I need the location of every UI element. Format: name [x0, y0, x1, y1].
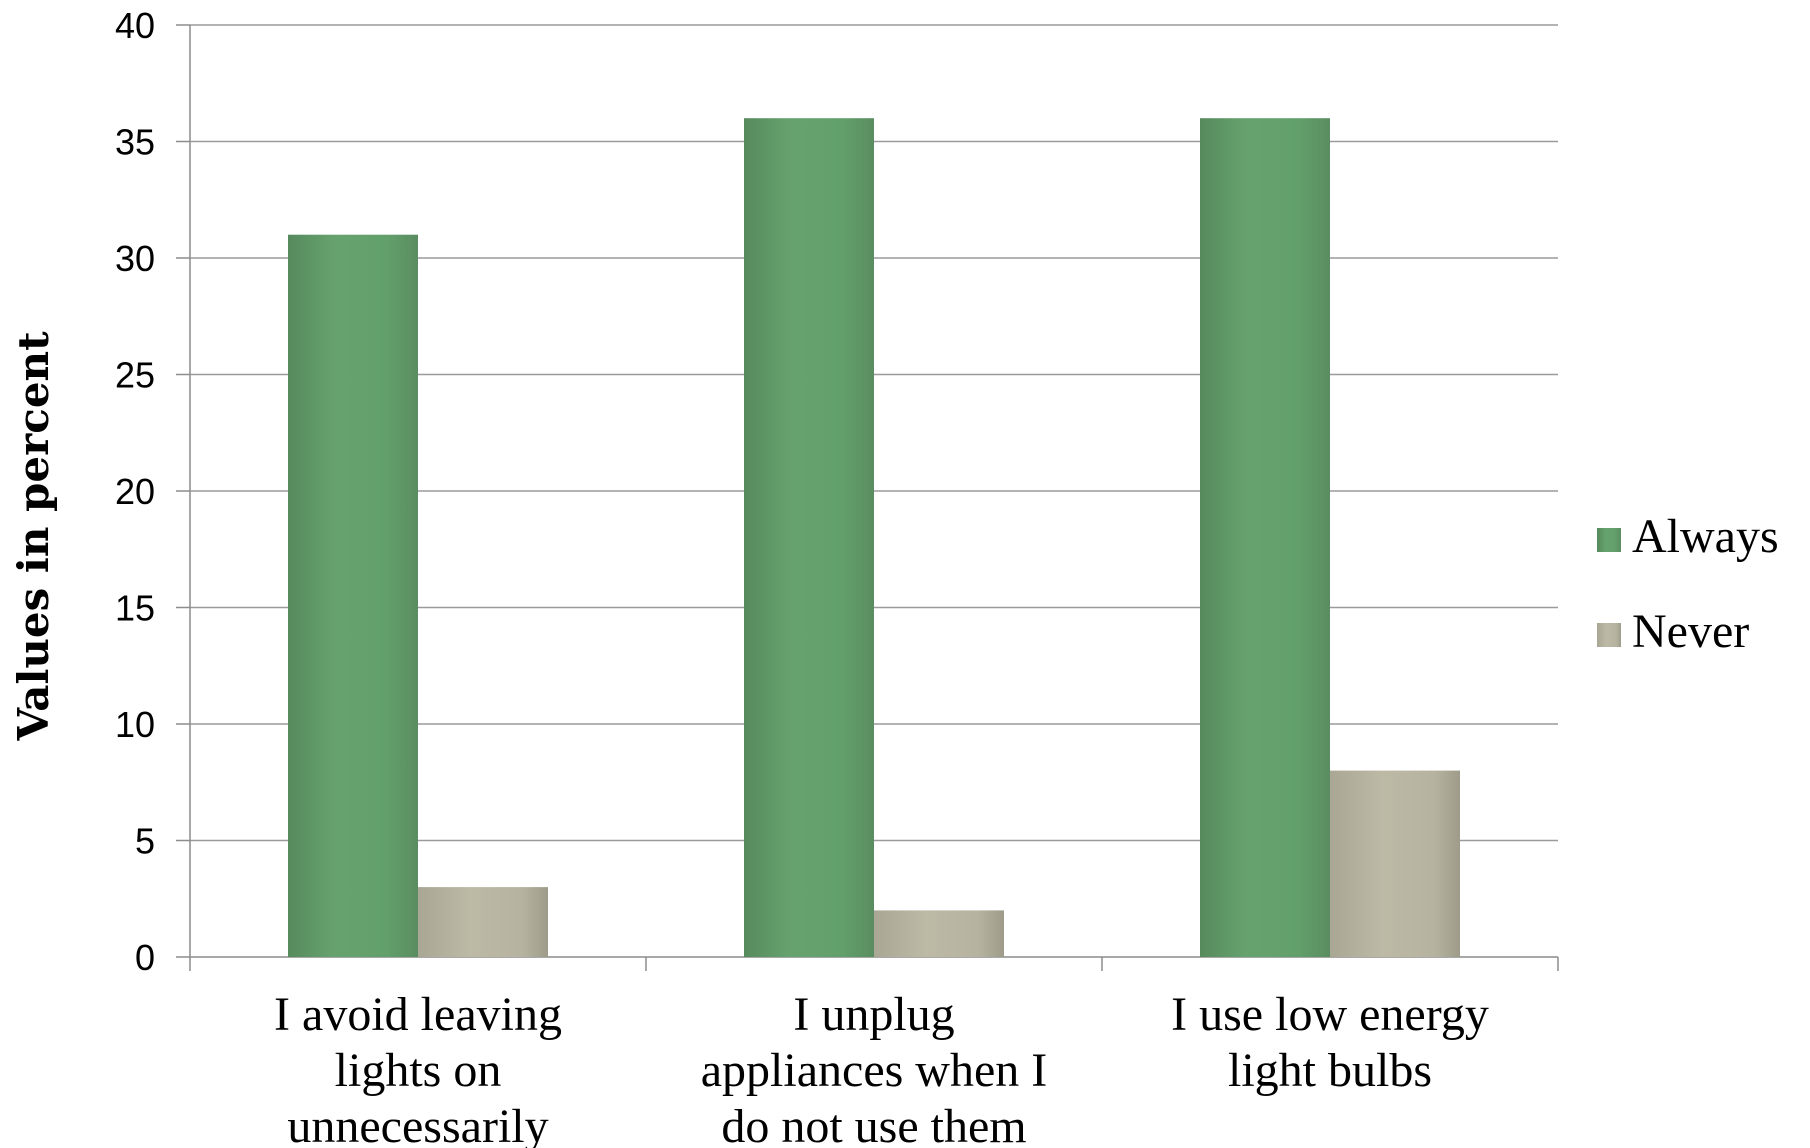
x-category-label-line: unnecessarily [287, 1100, 548, 1148]
x-category-label-line: appliances when I [701, 1044, 1048, 1097]
y-tick-label: 40 [115, 5, 155, 46]
x-category-label: I avoid leaving lights on unnecessarily [274, 988, 562, 1148]
y-tick-label: 10 [115, 704, 155, 745]
y-tick-label: 5 [135, 821, 155, 862]
y-tick-label: 35 [115, 122, 155, 163]
y-tick-label: 0 [135, 937, 155, 978]
legend-label-always: Always [1632, 510, 1779, 563]
x-category-label-line: do not use them [721, 1100, 1026, 1148]
y-tick-label: 20 [115, 471, 155, 512]
x-category-label-line: I avoid leaving [274, 988, 562, 1041]
x-category-label: I use low energy light bulbs [1171, 988, 1489, 1097]
bar-always-3 [1200, 118, 1330, 957]
bar-never-3 [1330, 770, 1460, 957]
legend-label-never: Never [1632, 605, 1749, 658]
bar-never-2 [874, 910, 1004, 957]
y-tick-label: 30 [115, 238, 155, 279]
bar-always-2 [744, 118, 874, 957]
bar-never-1 [418, 887, 548, 957]
x-category-label-line: light bulbs [1228, 1044, 1432, 1097]
x-category-label-line: I use low energy [1171, 988, 1489, 1041]
y-axis-label: Values in percent [9, 331, 58, 742]
y-tick-labels: 0 5 10 15 20 25 30 35 40 [115, 5, 155, 978]
bar-always-1 [288, 234, 418, 957]
legend-swatch-always [1597, 528, 1621, 552]
x-category-labels: I avoid leaving lights on unnecessarily I u… [274, 988, 1489, 1148]
x-category-label-line: I unplug [793, 988, 954, 1041]
legend-swatch-never [1597, 623, 1621, 647]
bars [288, 118, 1460, 957]
y-tick-label: 25 [115, 355, 155, 396]
x-category-label-line: lights on [335, 1044, 502, 1097]
y-tick-label: 15 [115, 588, 155, 629]
legend: Always Never [1597, 510, 1779, 658]
